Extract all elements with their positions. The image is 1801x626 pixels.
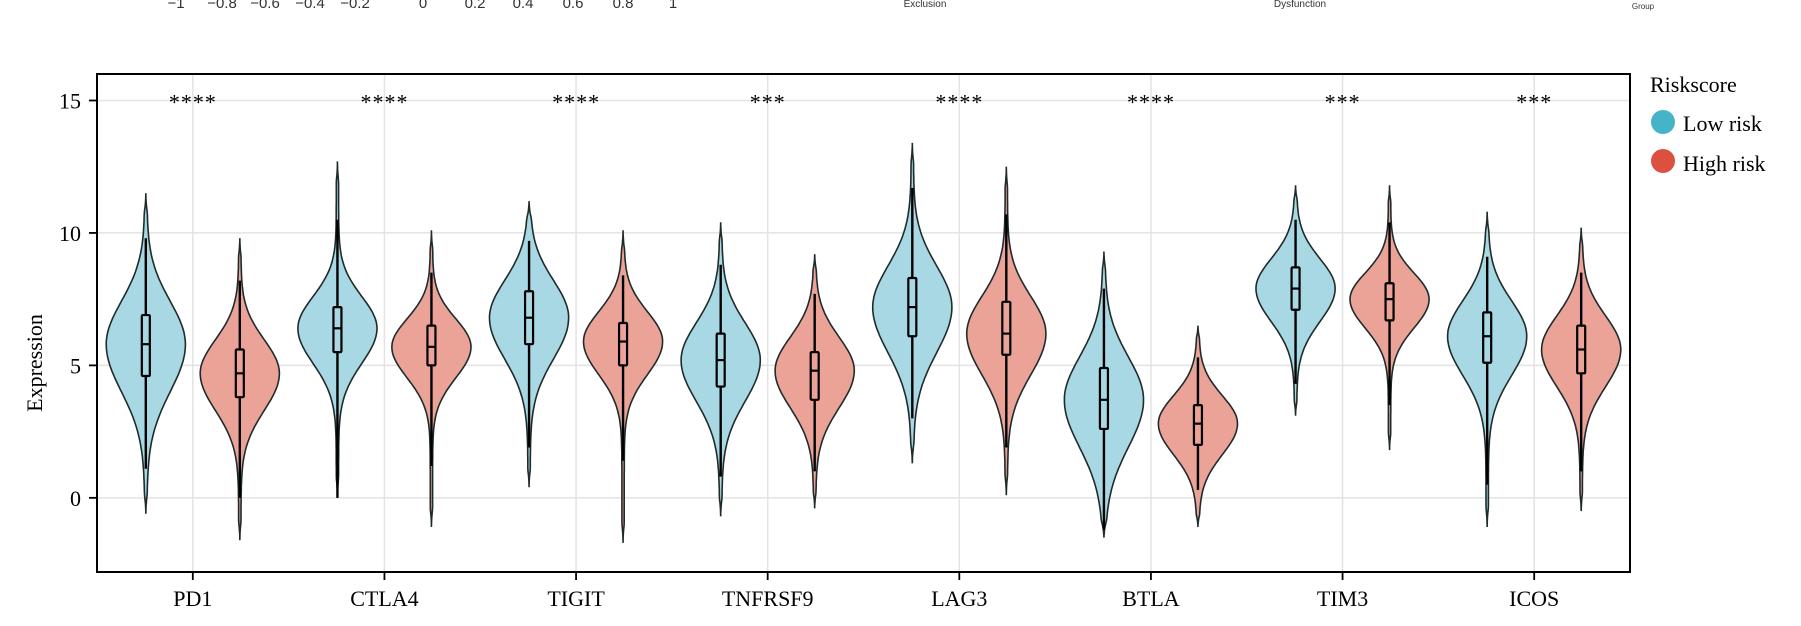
corr-tick: −0.6 [250,0,280,12]
plot-frame [96,73,1631,573]
exclusion-label: Exclusion [904,0,947,10]
boxplot-box [1098,366,1110,431]
legend-low-risk-swatch [1651,110,1675,134]
y-axis: 0 5 10 15 [59,88,97,511]
y-tick-label: 15 [59,88,81,113]
corr-tick: −1 [167,0,184,12]
legend-high-risk-swatch [1651,149,1675,173]
x-tick-label: TIM3 [1317,586,1368,611]
x-tick-label: TIGIT [547,586,605,611]
boxplot-box [332,306,343,354]
legend: Riskscore Low risk High risk [1650,72,1766,176]
legend-high-risk-label: High risk [1683,151,1766,176]
x-tick-label: CTLA4 [350,586,418,611]
significance-label: **** [169,89,217,114]
y-tick-label: 10 [59,221,81,246]
grid [97,74,1630,572]
corr-tick: 0.8 [613,0,634,12]
legend-title: Riskscore [1650,72,1737,97]
significance-label: **** [1127,89,1175,114]
boxplot-box [617,321,629,367]
boxplot-box [1482,311,1493,364]
corr-tick: −0.8 [207,0,237,12]
x-tick-label: LAG3 [931,586,987,611]
x-tick-label: TNFRSF9 [722,586,814,611]
x-axis: PD1 CTLA4 TIGIT TNFRSF9 LAG3 BTLA TIM3 ICOS [173,572,1559,611]
boxplot-box [1384,282,1395,322]
corr-tick: −0.2 [340,0,370,12]
significance-label: **** [935,89,983,114]
corr-tick: 0.4 [513,0,534,12]
significance-label: **** [360,89,408,114]
y-tick-label: 0 [70,486,81,511]
significance-label: *** [1325,89,1361,114]
corr-tick: 1 [669,0,677,12]
significance-label: **** [552,89,600,114]
boxplot-box [809,351,820,401]
corr-tick: 0 [419,0,427,12]
boxplot-box [1192,404,1204,446]
legend-low-risk-label: Low risk [1683,111,1762,136]
dysfunction-label: Dysfunction [1274,0,1326,10]
corr-tick: 0.2 [465,0,486,12]
top-strip: −1 −0.8 −0.6 −0.4 −0.2 0 0.2 0.4 0.6 0.8… [167,0,1655,12]
corr-tick: 0.6 [563,0,584,12]
boxplot-box [426,324,437,367]
x-tick-label: PD1 [173,586,212,611]
violins [105,142,1622,543]
significance-label: *** [750,89,786,114]
y-axis-label: Expression [22,314,47,412]
x-tick-label: BTLA [1122,586,1180,611]
significance-label: *** [1516,89,1552,114]
boxplot-box [1001,300,1012,356]
x-tick-label: ICOS [1509,586,1559,611]
significance-labels: **** **** **** *** **** **** *** *** [169,89,1552,114]
group-label: Group [1632,2,1655,11]
corr-tick: −0.4 [295,0,325,12]
boxplot-box [140,313,151,378]
y-tick-label: 5 [70,353,81,378]
